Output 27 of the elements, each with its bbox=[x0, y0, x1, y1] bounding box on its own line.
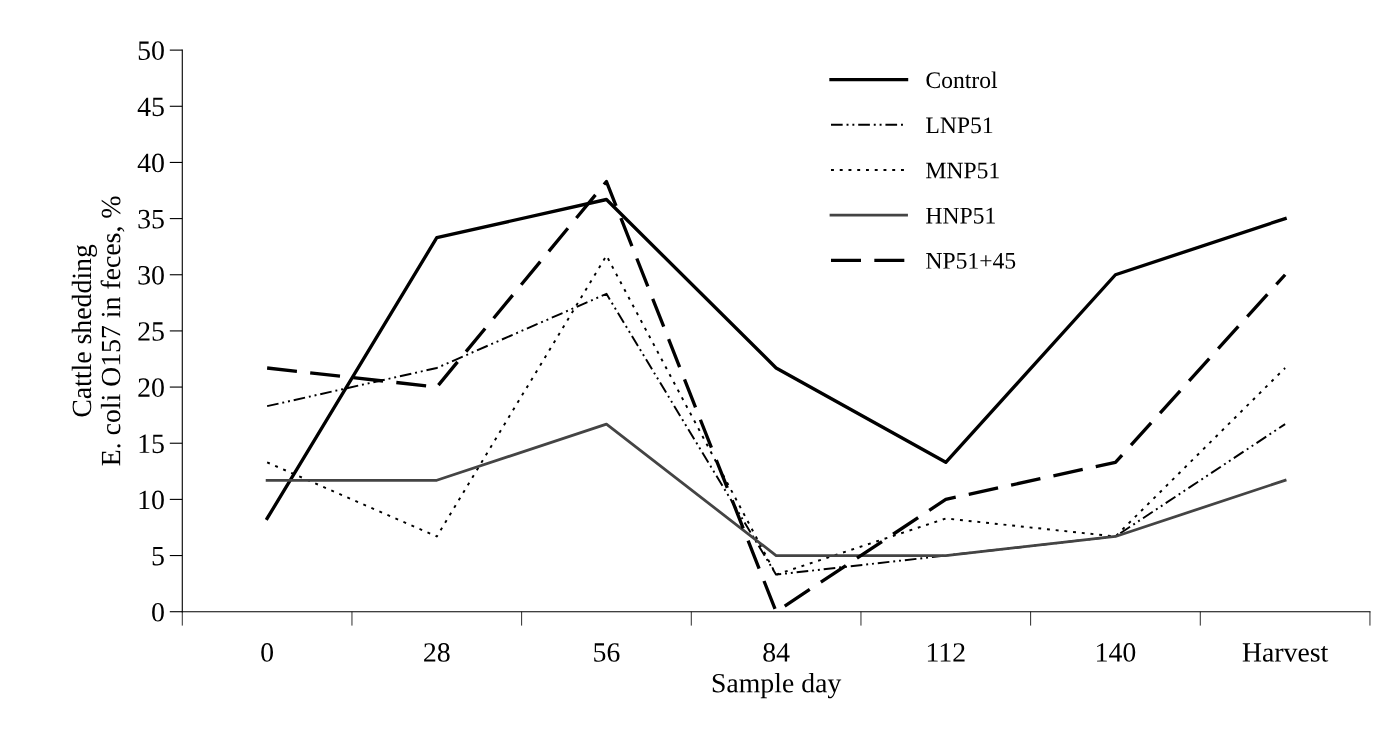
y-tick-label: 45 bbox=[137, 97, 164, 117]
x-tick-label: 84 bbox=[763, 643, 790, 662]
x-tick-label: 28 bbox=[424, 643, 450, 662]
x-axis-title: Sample day bbox=[712, 673, 842, 699]
legend-label: NP51+45 bbox=[926, 252, 1016, 269]
y-tick-label: 30 bbox=[138, 265, 164, 285]
line-series bbox=[265, 422, 1287, 557]
y-tick-label: 20 bbox=[138, 378, 164, 397]
y-tick-label: 5 bbox=[152, 547, 164, 566]
y-axis-title: Cattle shedding E. coli O157 in feces, % bbox=[71, 196, 125, 466]
x-tick-label: 56 bbox=[594, 643, 620, 662]
y-tick-label: 50 bbox=[138, 41, 164, 61]
x-tick-label: 112 bbox=[927, 643, 965, 662]
x-tick-label: 0 bbox=[261, 643, 274, 662]
y-tick-label: 15 bbox=[139, 434, 164, 454]
y-tick-label: 10 bbox=[139, 490, 164, 510]
line-series bbox=[265, 179, 1287, 612]
y-tick-label: 0 bbox=[152, 602, 164, 622]
legend-label: LNP51 bbox=[926, 117, 993, 134]
x-tick-label: Harvest bbox=[1242, 643, 1329, 662]
legend-label: Control bbox=[926, 71, 998, 89]
legend-label: HNP51 bbox=[926, 207, 995, 224]
y-tick-label: 25 bbox=[138, 322, 164, 341]
x-tick-label: 140 bbox=[1097, 643, 1136, 662]
y-tick-label: 35 bbox=[138, 209, 164, 229]
legend-label: MNP51 bbox=[926, 162, 999, 179]
y-tick-label: 40 bbox=[137, 153, 164, 173]
